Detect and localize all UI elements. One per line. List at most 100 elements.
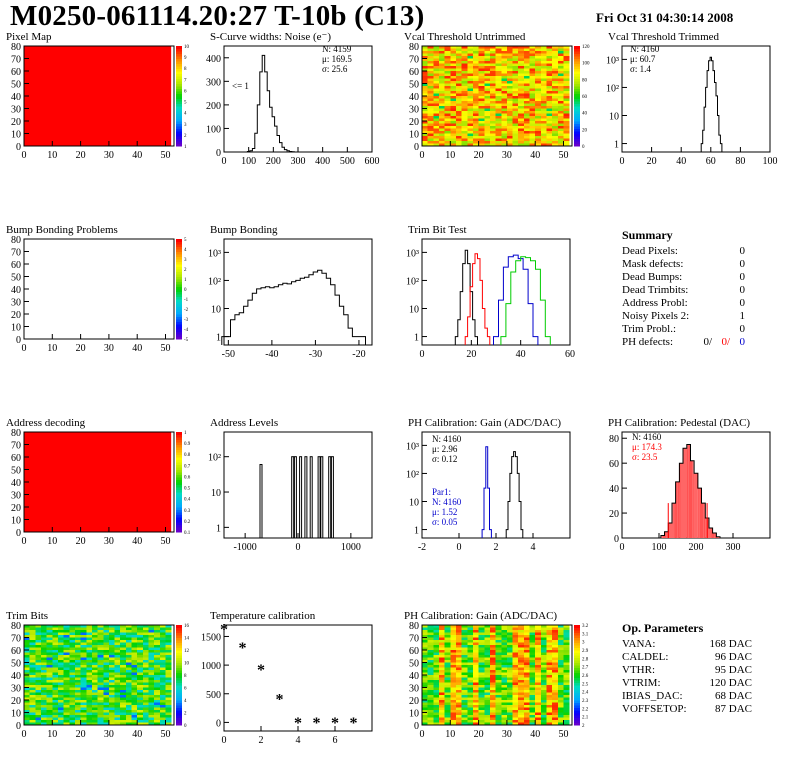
bump_problems-ytick-label: 60 bbox=[11, 260, 21, 271]
ph_gain_map-ytick-label: 80 bbox=[409, 621, 419, 632]
bump_problems-ytick-label: 70 bbox=[11, 248, 21, 259]
op-param-value-2: 95 DAC bbox=[715, 664, 752, 676]
address_decoding-ytick-label: 0 bbox=[16, 528, 21, 539]
pixel_map-xtick-label: 20 bbox=[76, 150, 86, 161]
ph-gain-panel: PH Calibration: Gain (ADC/DAC) -2 0 2 4 1 10 10… bbox=[406, 417, 571, 553]
bump_problems-ztick-label: -5 bbox=[184, 338, 189, 343]
ph_gain_map-ztick-label: 2 bbox=[582, 724, 585, 729]
address_levels-xtick-label: -1000 bbox=[233, 542, 256, 553]
pixel_map-xtick-label: 0 bbox=[22, 150, 27, 161]
pixel_map-map bbox=[24, 46, 172, 146]
trim_bits-map bbox=[24, 625, 172, 726]
bump-bonding-title: Bump Bonding bbox=[210, 224, 278, 236]
pixel_map-ytick-label: 40 bbox=[11, 92, 21, 103]
address_decoding-ztick-label: 0.5 bbox=[184, 487, 191, 492]
address_decoding-ztick-label: 0.6 bbox=[184, 475, 191, 480]
bump_problems-xtick-label: 40 bbox=[132, 343, 142, 354]
ph-pedestal-bar bbox=[664, 531, 669, 538]
op-param-value-5: 87 DAC bbox=[715, 703, 752, 715]
ph_gain_map-ytick-label: 70 bbox=[409, 634, 419, 645]
temperature-ytick-label: 1000 bbox=[201, 661, 221, 672]
address_levels-xtick-label: 0 bbox=[296, 542, 301, 553]
trim_bits-ztick-label: 6 bbox=[184, 687, 187, 692]
bump_problems-xtick-label: 30 bbox=[104, 343, 114, 354]
trim_bit_test-frame bbox=[421, 238, 571, 346]
op-param-value-3: 120 DAC bbox=[710, 677, 752, 689]
bump_bonding-ytick-label: 10² bbox=[208, 276, 221, 287]
temperature-point-4: * bbox=[294, 715, 302, 732]
summary-label-4: Address Probl: bbox=[622, 297, 688, 309]
bump_problems-xtick-label: 0 bbox=[22, 343, 27, 354]
address_levels-ytick-label: 10 bbox=[211, 488, 221, 499]
trim_bits-ytick-label: 70 bbox=[11, 634, 21, 645]
ph-pedestal-bar bbox=[686, 444, 691, 538]
ph-gain-stat-0: N: 4160 bbox=[432, 434, 462, 444]
vcal_untrimmed-map bbox=[422, 46, 570, 147]
scurve-ytick-label: 400 bbox=[206, 54, 221, 65]
vcal_untrimmed-ztick-label: 40 bbox=[582, 112, 588, 117]
ph-defects-label: PH defects: bbox=[622, 336, 673, 348]
scurve-annotation: <= 1 bbox=[232, 81, 249, 91]
ph-gain-title: PH Calibration: Gain (ADC/DAC) bbox=[408, 417, 561, 429]
scurve-xtick-label: 600 bbox=[365, 156, 380, 167]
ph-pedestal-bar bbox=[668, 523, 672, 538]
vcal_trimmed-ytick-label: 1 bbox=[614, 140, 619, 151]
vcal_untrimmed-xtick-label: 50 bbox=[559, 150, 569, 161]
scurve-xtick-label: 0 bbox=[222, 156, 227, 167]
ph-gain-map-panel: PH Calibration: Gain (ADC/DAC) 2 2.1 2.2 2.3… bbox=[404, 610, 589, 740]
vcal_untrimmed-ytick-label: 30 bbox=[409, 105, 419, 116]
summary-value-3: 0 bbox=[740, 284, 746, 296]
trim_bits-ztick-label: 16 bbox=[184, 624, 190, 629]
address_decoding-ztick-label: 0.1 bbox=[184, 531, 191, 536]
trim_bits-ztick-label: 12 bbox=[184, 649, 190, 654]
vcal-trimmed-stat-1: μ: 60.7 bbox=[630, 54, 656, 64]
scurve-stat-1: μ: 169.5 bbox=[322, 54, 352, 64]
vcal_untrimmed-ztick-label: 20 bbox=[582, 128, 588, 133]
ph-gain-stat-1: μ: 2.96 bbox=[432, 444, 458, 454]
ph_pedestal-ytick-label: 20 bbox=[609, 509, 619, 520]
ph-pedestal-stat-1: σ: 23.5 bbox=[632, 452, 658, 462]
ph-pedestal-bar bbox=[694, 473, 698, 538]
ph_gain_map-ztick-label: 2.6 bbox=[582, 674, 589, 679]
vcal_untrimmed-xtick-label: 40 bbox=[530, 150, 540, 161]
address_levels-ytick-label: 1 bbox=[216, 523, 221, 534]
bump_bonding-xtick-label: -50 bbox=[222, 349, 235, 360]
trim_bits-xtick-label: 10 bbox=[47, 729, 57, 740]
ph_gain_map-ytick-label: 10 bbox=[409, 709, 419, 720]
temperature-point-2: * bbox=[257, 662, 265, 679]
ph_gain_map-ztick-label: 2.7 bbox=[582, 666, 589, 671]
bump-problems-title: Bump Bonding Problems bbox=[6, 224, 118, 236]
address-decoding-panel: Address decoding 0.1 0.2 0.3 0.4 0.5 0.6 0.7 0.8… bbox=[6, 417, 191, 547]
op-param-label-4: IBIAS_DAC: bbox=[622, 690, 683, 702]
pixel_map-ztick-label: 2 bbox=[184, 134, 187, 139]
ph_gain_map-xtick-label: 0 bbox=[420, 729, 425, 740]
trim-bit-test-panel: Trim Bit Test 0 20 40 60 1 10 10² 10³ bbox=[406, 224, 575, 360]
address_decoding-ytick-label: 20 bbox=[11, 503, 21, 514]
bump-bonding-panel: Bump Bonding -50 -40 -30 -20 1 10 10² 10³ bbox=[208, 224, 373, 360]
scurve-title: S-Curve widths: Noise (e⁻) bbox=[210, 31, 331, 43]
ph_gain_map-xtick-label: 10 bbox=[445, 729, 455, 740]
bump_bonding-frame bbox=[223, 238, 373, 346]
scurve-ytick-label: 100 bbox=[206, 124, 221, 135]
vcal_untrimmed-ztick-label: 60 bbox=[582, 95, 588, 100]
vcal_untrimmed-ztick-label: 120 bbox=[582, 45, 590, 50]
ph-gain-stat-2: σ: 0.12 bbox=[432, 454, 457, 464]
summary-label-2: Dead Bumps: bbox=[622, 271, 682, 283]
ph_gain_map-ztick-label: 2.5 bbox=[582, 682, 589, 687]
address-level-peak-6 bbox=[317, 456, 321, 539]
trim_bits-ytick-label: 40 bbox=[11, 671, 21, 682]
pixel_map-xtick-label: 30 bbox=[104, 150, 114, 161]
vcal_trimmed-xtick-label: 80 bbox=[735, 156, 745, 167]
address_decoding-xtick-label: 30 bbox=[104, 536, 114, 547]
scurve-panel: S-Curve widths: Noise (e⁻) 0 100 200 300 400 5… bbox=[206, 31, 380, 167]
temperature-point-3: * bbox=[276, 692, 284, 709]
bump_problems-ztick-label: -4 bbox=[184, 328, 189, 333]
vcal_trimmed-xtick-label: 20 bbox=[647, 156, 657, 167]
address_decoding-ztick-label: 0.2 bbox=[184, 520, 191, 525]
scurve-xtick-label: 200 bbox=[266, 156, 281, 167]
address-decoding-title: Address decoding bbox=[6, 417, 86, 429]
ph_pedestal-xtick-label: 200 bbox=[689, 542, 704, 553]
ph_gain_map-ztick-label: 2.4 bbox=[582, 691, 589, 696]
address_decoding-ztick-label: 0.3 bbox=[184, 509, 191, 514]
address_decoding-ztick-label: 1 bbox=[184, 431, 187, 436]
